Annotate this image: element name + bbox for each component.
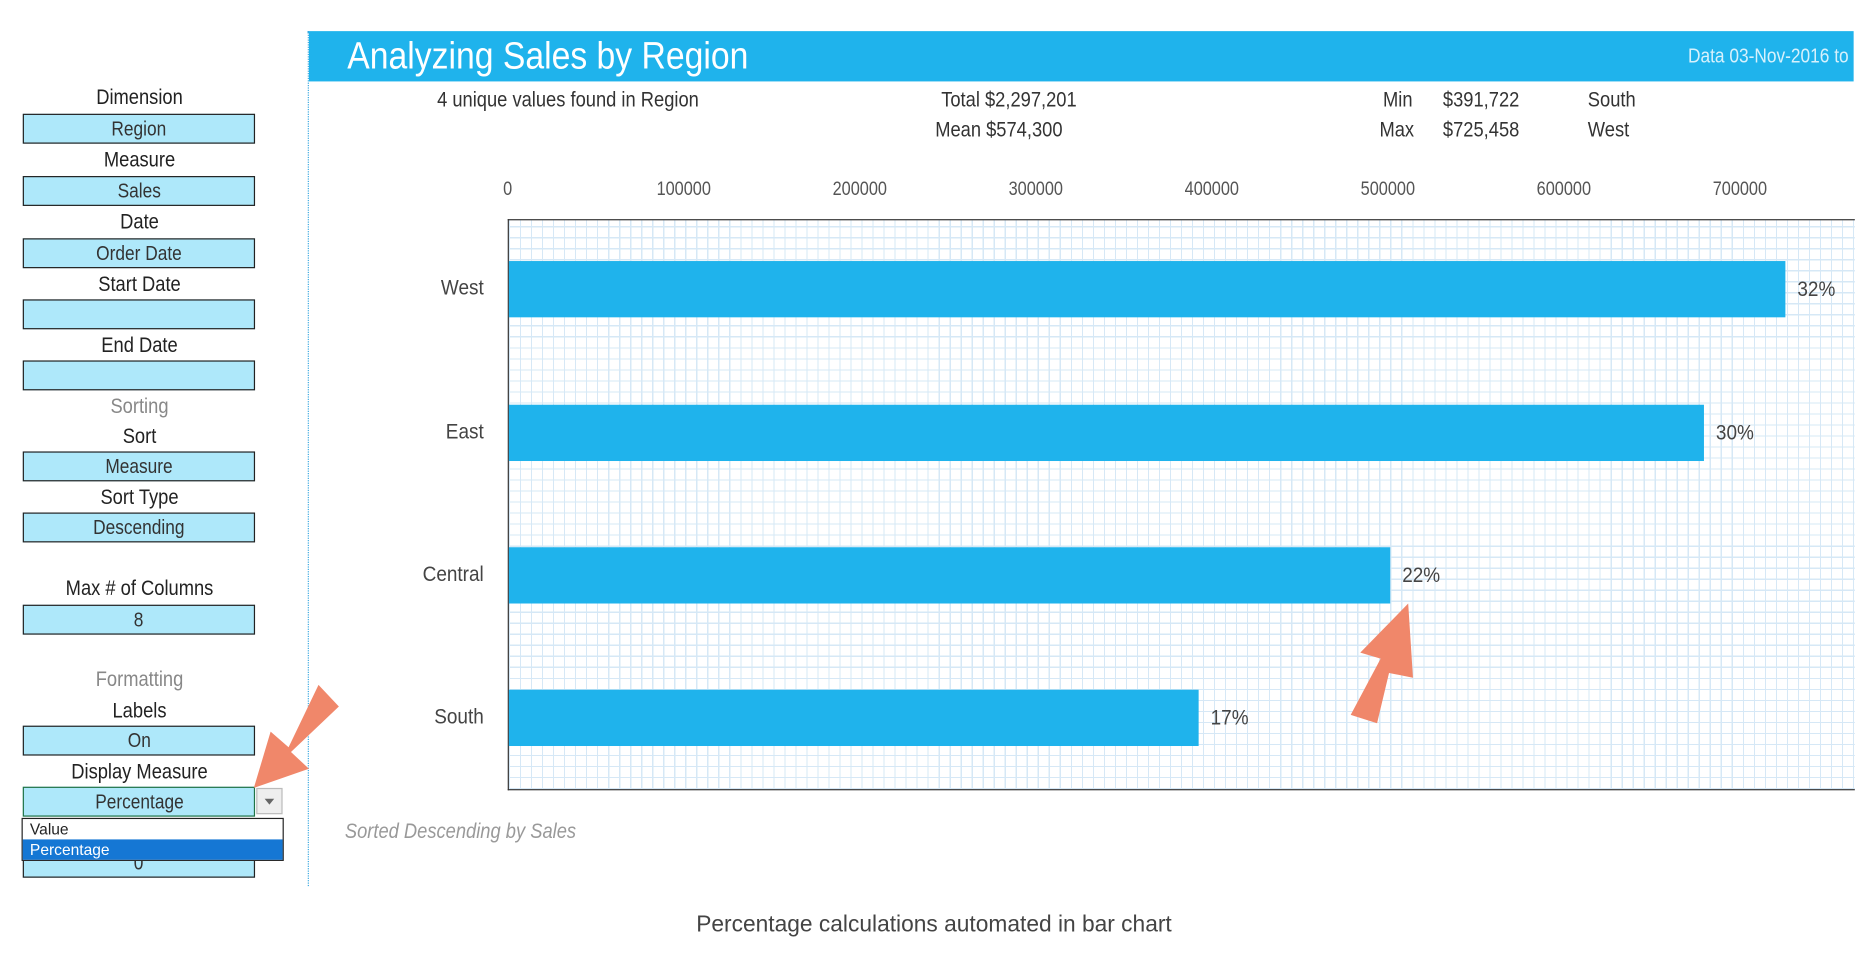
bar-west [508,261,1786,318]
display-measure-value: Percentage [94,790,184,814]
sort-type-value: Descending [93,516,185,539]
data-label: 22% [1402,562,1441,587]
category-label: South [434,704,484,729]
max-region: West [1587,117,1630,142]
sorting-heading: Sorting [110,393,169,418]
bar-east [508,404,1705,462]
header-bar: Analyzing Sales by Region Data 03-Nov-20… [308,31,1854,82]
category-label: Central [422,561,484,586]
hidden-field-value: 0 [134,851,144,875]
date-value: Order Date [96,241,182,265]
measure-value: Sales [117,179,161,203]
total-stat: Total $2,297,201 [941,87,1077,112]
display-measure-field[interactable]: Percentage [22,786,256,817]
data-label: 17% [1210,705,1249,730]
arrow-icon [1350,603,1413,724]
chevron-down-icon [264,798,275,805]
sort-label: Sort [122,423,157,448]
date-field[interactable]: Order Date [22,238,256,269]
mean-stat: Mean $574,300 [935,117,1063,142]
unique-count: 4 unique values found in Region [437,87,699,112]
x-tick-label: 400000 [1184,179,1239,200]
labels-label: Labels [112,698,167,723]
category-label: East [445,419,484,444]
panel-divider [307,31,309,887]
start-date-field[interactable] [22,299,256,330]
dropdown-button[interactable] [256,787,283,815]
max-columns-label: Max # of Columns [65,575,214,600]
display-measure-label: Display Measure [71,759,208,784]
bar-central [508,547,1391,604]
x-tick-label: 500000 [1360,179,1416,200]
measure-label: Measure [103,147,176,172]
min-region: South [1587,87,1636,112]
max-columns-field[interactable]: 8 [22,604,256,635]
caption: Percentage calculations automated in bar… [696,912,1172,938]
date-range: Data 03-Nov-2016 to [1688,44,1849,68]
formatting-heading: Formatting [95,666,184,691]
dimension-field[interactable]: Region [22,113,256,144]
max-columns-value: 8 [134,608,144,632]
end-date-label: End Date [101,332,178,357]
measure-field[interactable]: Sales [22,176,256,206]
min-label: Min [1383,87,1413,112]
sort-value: Measure [105,455,173,478]
start-date-label: Start Date [98,271,181,296]
x-tick-label: 100000 [656,179,711,200]
labels-value: On [127,729,151,752]
max-value: $725,458 [1442,117,1520,142]
dropdown-list: Value Percentage [21,817,284,861]
data-label: 32% [1797,276,1836,301]
data-label: 30% [1716,420,1755,445]
dropdown-option-value[interactable]: Value [29,820,69,839]
sort-type-label: Sort Type [100,484,179,509]
labels-field[interactable]: On [22,725,256,756]
dimension-value: Region [111,117,167,141]
x-tick-label: 200000 [832,179,887,200]
dropdown-option-percentage[interactable]: Percentage [22,839,283,860]
end-date-field[interactable] [22,360,256,391]
date-label: Date [120,209,159,234]
max-label: Max [1379,117,1415,142]
x-tick-label: 700000 [1712,179,1768,200]
bar-south [508,689,1199,747]
sort-type-field[interactable]: Descending [22,512,256,543]
sort-field[interactable]: Measure [22,451,256,482]
page-title: Analyzing Sales by Region [347,33,749,77]
arrow-icon [253,684,339,788]
sort-footnote: Sorted Descending by Sales [344,819,577,843]
x-tick-label: 300000 [1008,179,1063,200]
min-value: $391,722 [1442,87,1520,112]
x-tick-label: 600000 [1536,179,1592,200]
dimension-label: Dimension [96,85,183,109]
x-tick-label: 0 [503,179,513,200]
category-label: West [440,275,484,300]
